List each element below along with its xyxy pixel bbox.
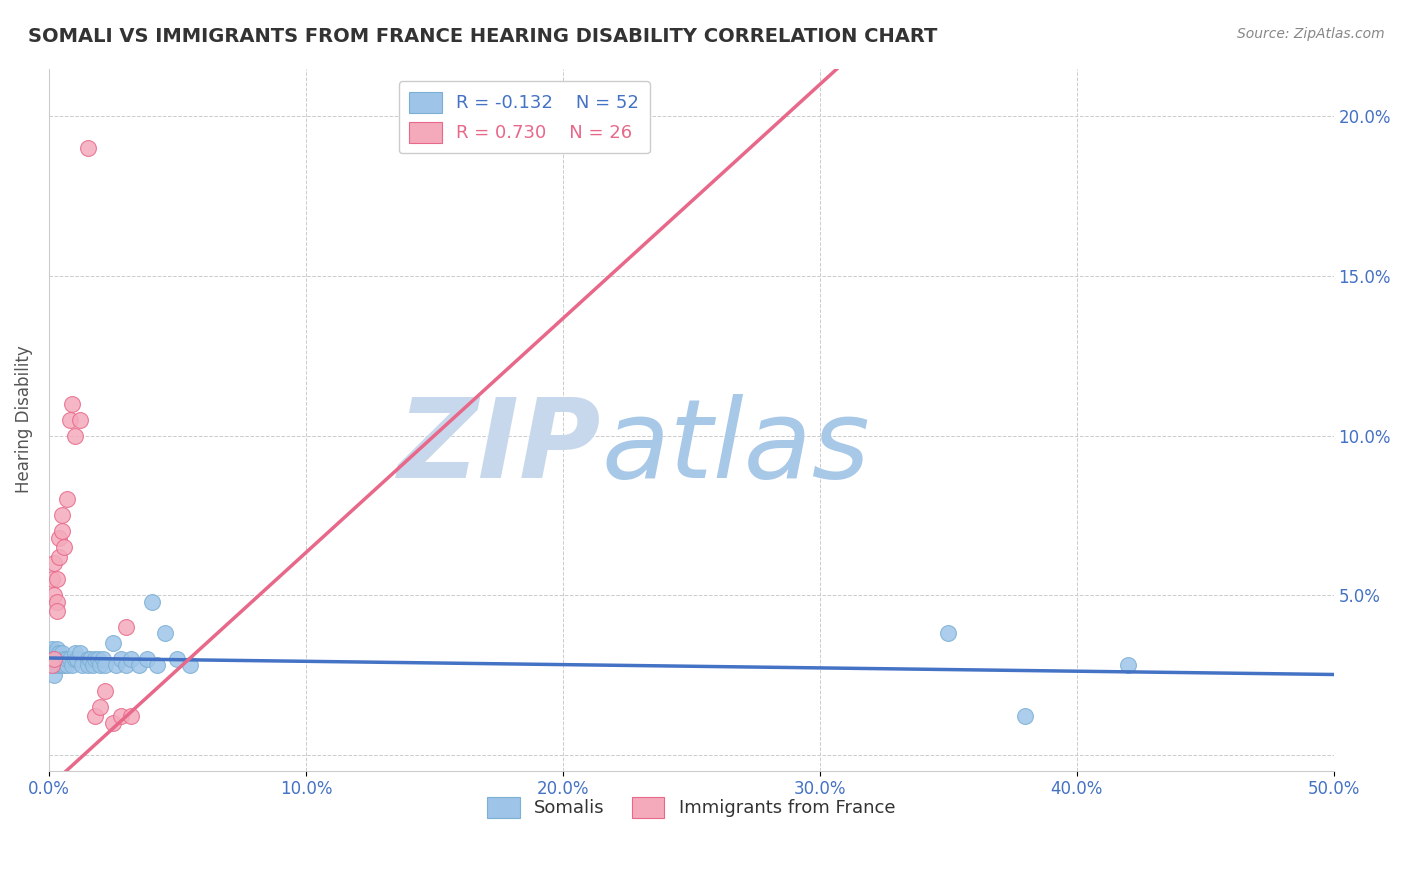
Point: [42, 652, 65, 666]
Point: [51, 524, 73, 539]
Point: [42, 646, 65, 660]
Point: [41, 652, 63, 666]
Point: [56, 658, 79, 673]
Point: [53, 658, 76, 673]
Point: [91, 652, 114, 666]
Point: [60, 658, 83, 673]
Point: [153, 626, 176, 640]
Point: [51, 658, 73, 673]
Point: [69, 412, 91, 426]
Point: [53, 652, 76, 666]
Point: [179, 658, 201, 673]
Point: [1014, 709, 1036, 723]
Text: Source: ZipAtlas.com: Source: ZipAtlas.com: [1237, 27, 1385, 41]
Point: [115, 658, 138, 673]
Point: [166, 652, 188, 666]
Point: [84, 652, 107, 666]
Text: ZIP: ZIP: [398, 394, 602, 501]
Point: [120, 652, 142, 666]
Point: [76, 658, 98, 673]
Point: [63, 428, 86, 442]
Point: [79, 652, 101, 666]
Point: [94, 684, 117, 698]
Point: [89, 699, 111, 714]
Point: [936, 626, 959, 640]
Point: [1116, 658, 1139, 673]
Point: [41, 658, 63, 673]
Text: SOMALI VS IMMIGRANTS FROM FRANCE HEARING DISABILITY CORRELATION CHART: SOMALI VS IMMIGRANTS FROM FRANCE HEARING…: [28, 27, 938, 45]
Point: [87, 652, 110, 666]
Point: [45, 594, 67, 608]
Point: [103, 636, 125, 650]
Point: [45, 572, 67, 586]
Point: [42, 652, 65, 666]
Point: [41, 642, 63, 657]
Point: [56, 652, 79, 666]
Point: [110, 709, 132, 723]
Point: [51, 508, 73, 523]
Point: [48, 652, 70, 666]
Point: [48, 646, 70, 660]
Point: [58, 652, 80, 666]
Point: [89, 658, 111, 673]
Point: [45, 652, 67, 666]
Point: [60, 397, 83, 411]
Point: [72, 658, 94, 673]
Point: [104, 658, 127, 673]
Point: [63, 652, 86, 666]
Point: [42, 556, 65, 570]
Point: [128, 658, 150, 673]
Point: [53, 541, 76, 555]
Point: [141, 594, 163, 608]
Point: [51, 652, 73, 666]
Point: [115, 620, 138, 634]
Point: [120, 709, 142, 723]
Point: [45, 604, 67, 618]
Point: [56, 492, 79, 507]
Point: [110, 652, 132, 666]
Point: [42, 668, 65, 682]
Point: [41, 572, 63, 586]
Point: [42, 588, 65, 602]
Point: [76, 141, 98, 155]
Point: [94, 658, 117, 673]
Point: [103, 715, 125, 730]
Point: [45, 658, 67, 673]
Point: [146, 658, 169, 673]
Point: [45, 642, 67, 657]
Point: [82, 658, 104, 673]
Point: [58, 412, 80, 426]
Point: [48, 531, 70, 545]
Point: [41, 658, 63, 673]
Text: atlas: atlas: [602, 394, 870, 501]
Point: [69, 646, 91, 660]
Legend: Somalis, Immigrants from France: Somalis, Immigrants from France: [479, 789, 903, 825]
Point: [45, 646, 67, 660]
Point: [48, 658, 70, 673]
Y-axis label: Hearing Disability: Hearing Disability: [15, 346, 32, 493]
Point: [135, 652, 157, 666]
Point: [84, 709, 107, 723]
Point: [51, 646, 73, 660]
Point: [42, 658, 65, 673]
Point: [48, 549, 70, 564]
Point: [66, 652, 89, 666]
Point: [63, 646, 86, 660]
Point: [76, 652, 98, 666]
